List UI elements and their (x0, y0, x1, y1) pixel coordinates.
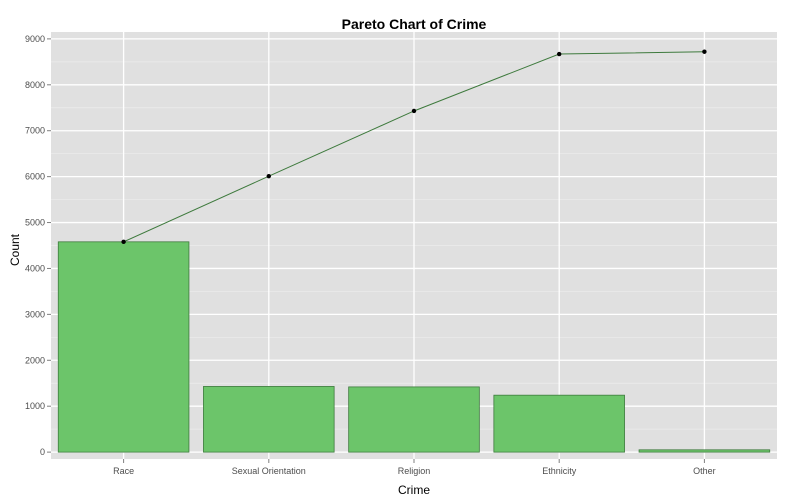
y-tick-label: 8000 (25, 80, 45, 90)
y-tick-label: 7000 (25, 126, 45, 136)
bar-other (638, 449, 771, 453)
x-tick-label: Religion (398, 466, 431, 476)
cumulative-point (266, 173, 271, 179)
chart-title: Pareto Chart of Crime (342, 16, 487, 32)
x-tick-label: Ethnicity (542, 466, 577, 476)
bar-ethnicity (493, 394, 625, 453)
bar-race (57, 241, 190, 453)
y-axis-ticks: 0 1000 2000 3000 4000 5000 6000 7000 8000 9000 (25, 34, 51, 457)
y-tick-label: 4000 (25, 263, 45, 273)
y-tick-label: 1000 (25, 401, 45, 411)
x-tick-label: Other (693, 466, 716, 476)
cumulative-point (702, 49, 707, 54)
x-axis-title: Crime (398, 483, 430, 497)
bars (57, 241, 771, 453)
x-tick-label: Race (113, 466, 134, 476)
y-tick-label: 3000 (25, 309, 45, 319)
y-tick-label: 5000 (25, 218, 45, 228)
bar-religion (348, 386, 480, 453)
cumulative-points (121, 49, 707, 245)
cumulative-point (411, 108, 417, 114)
cumulative-point (557, 51, 562, 57)
y-tick-label: 9000 (25, 34, 45, 44)
y-tick-label: 6000 (25, 172, 45, 182)
cumulative-point (121, 239, 126, 245)
y-tick-label: 0 (40, 447, 45, 457)
y-tick-label: 2000 (25, 355, 45, 365)
bar-sexual-orientation (203, 386, 335, 453)
x-axis-ticks: Race Sexual Orientation Religion Ethnicity O… (113, 459, 716, 476)
y-axis-title: Count (8, 233, 22, 266)
x-tick-label: Sexual Orientation (232, 466, 306, 476)
